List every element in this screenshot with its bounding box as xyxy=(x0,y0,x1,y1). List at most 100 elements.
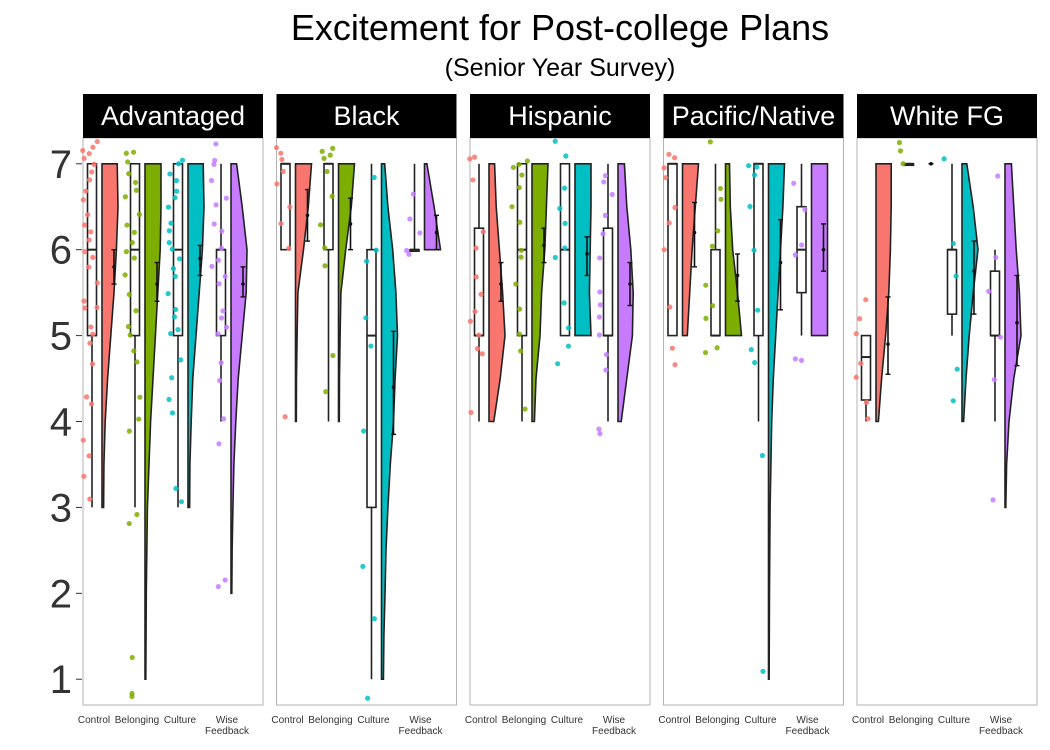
data-point xyxy=(133,187,139,193)
data-point xyxy=(278,150,284,156)
data-point xyxy=(798,357,805,363)
data-point xyxy=(94,304,100,311)
data-point xyxy=(410,191,417,197)
data-point xyxy=(509,204,515,210)
data-point xyxy=(94,138,100,145)
data-point xyxy=(365,695,371,701)
data-point xyxy=(472,308,478,315)
facet-strip-label: Pacific/Native xyxy=(672,101,836,131)
mean-point xyxy=(1015,320,1019,325)
data-point xyxy=(89,361,96,367)
x-tick-label: Culture xyxy=(357,715,390,726)
data-point xyxy=(518,254,524,260)
data-point xyxy=(900,161,906,167)
data-point xyxy=(169,375,175,381)
mean-point xyxy=(434,230,439,235)
data-point xyxy=(330,352,336,359)
data-point xyxy=(717,185,723,192)
data-point xyxy=(478,291,484,297)
data-point xyxy=(471,154,478,160)
data-point xyxy=(368,343,374,349)
data-point xyxy=(86,264,92,270)
data-point xyxy=(216,441,222,447)
data-point xyxy=(601,179,607,185)
mean-point xyxy=(886,342,890,346)
data-point xyxy=(467,156,473,162)
data-point xyxy=(218,315,225,321)
data-point xyxy=(596,426,602,432)
data-point xyxy=(131,255,137,261)
data-point xyxy=(954,366,960,372)
x-tick-label: Feedback xyxy=(979,726,1024,737)
mean-point xyxy=(391,385,396,389)
data-point xyxy=(125,159,131,165)
data-point xyxy=(173,178,180,184)
data-point xyxy=(319,148,325,154)
data-point xyxy=(88,324,94,330)
data-point xyxy=(86,237,92,243)
data-point xyxy=(131,229,137,235)
data-point xyxy=(473,274,479,280)
violin-half xyxy=(337,162,356,423)
data-point xyxy=(603,351,610,358)
data-point xyxy=(476,332,482,338)
data-point xyxy=(168,330,174,337)
data-point xyxy=(896,139,903,146)
data-point xyxy=(406,251,412,257)
facet-strip-label: White FG xyxy=(890,101,1004,131)
data-point xyxy=(950,398,956,404)
mean-point xyxy=(542,243,546,248)
data-point xyxy=(211,221,217,227)
data-point xyxy=(321,155,327,162)
x-tick-label: Control xyxy=(852,715,884,726)
data-point xyxy=(474,345,481,352)
data-point xyxy=(858,360,864,366)
chart-title: Excitement for Post-college Plans xyxy=(291,7,829,48)
y-tick-label: 6 xyxy=(50,229,72,273)
x-tick-label: Control xyxy=(271,715,303,726)
data-point xyxy=(666,220,672,226)
data-point xyxy=(715,228,721,234)
mean-point xyxy=(198,256,202,261)
data-point xyxy=(174,188,180,194)
data-point xyxy=(417,230,423,236)
data-point xyxy=(176,256,183,262)
data-point xyxy=(791,180,797,186)
facet-strip xyxy=(857,94,1037,138)
data-point xyxy=(175,161,182,167)
data-point xyxy=(81,155,87,161)
data-point xyxy=(169,246,175,252)
data-point xyxy=(745,163,752,169)
mean-point xyxy=(348,222,353,226)
data-point xyxy=(82,305,88,311)
data-point xyxy=(993,254,999,261)
y-tick-label: 7 xyxy=(50,143,72,187)
data-point xyxy=(209,263,215,269)
data-point xyxy=(853,374,859,380)
data-point xyxy=(991,377,997,383)
x-tick-label: Feedback xyxy=(592,726,637,737)
data-point xyxy=(557,205,563,212)
data-point xyxy=(88,401,95,407)
y-axis: 1 2 3 4 5 6 7 xyxy=(50,143,82,702)
data-point xyxy=(82,249,88,255)
mean-point xyxy=(499,282,503,286)
data-point xyxy=(563,153,569,159)
data-point xyxy=(166,228,172,234)
violin-half xyxy=(875,162,892,423)
data-point xyxy=(792,356,798,362)
data-point xyxy=(218,245,225,251)
data-point xyxy=(89,169,95,175)
data-point xyxy=(134,511,140,518)
data-point xyxy=(672,204,678,211)
data-point xyxy=(603,367,609,373)
data-point xyxy=(522,406,528,412)
facet-strip-label: Advantaged xyxy=(101,101,245,131)
data-point xyxy=(323,389,329,395)
data-point xyxy=(596,314,602,320)
data-point xyxy=(125,323,132,330)
data-point xyxy=(755,307,761,313)
data-point xyxy=(81,473,87,479)
